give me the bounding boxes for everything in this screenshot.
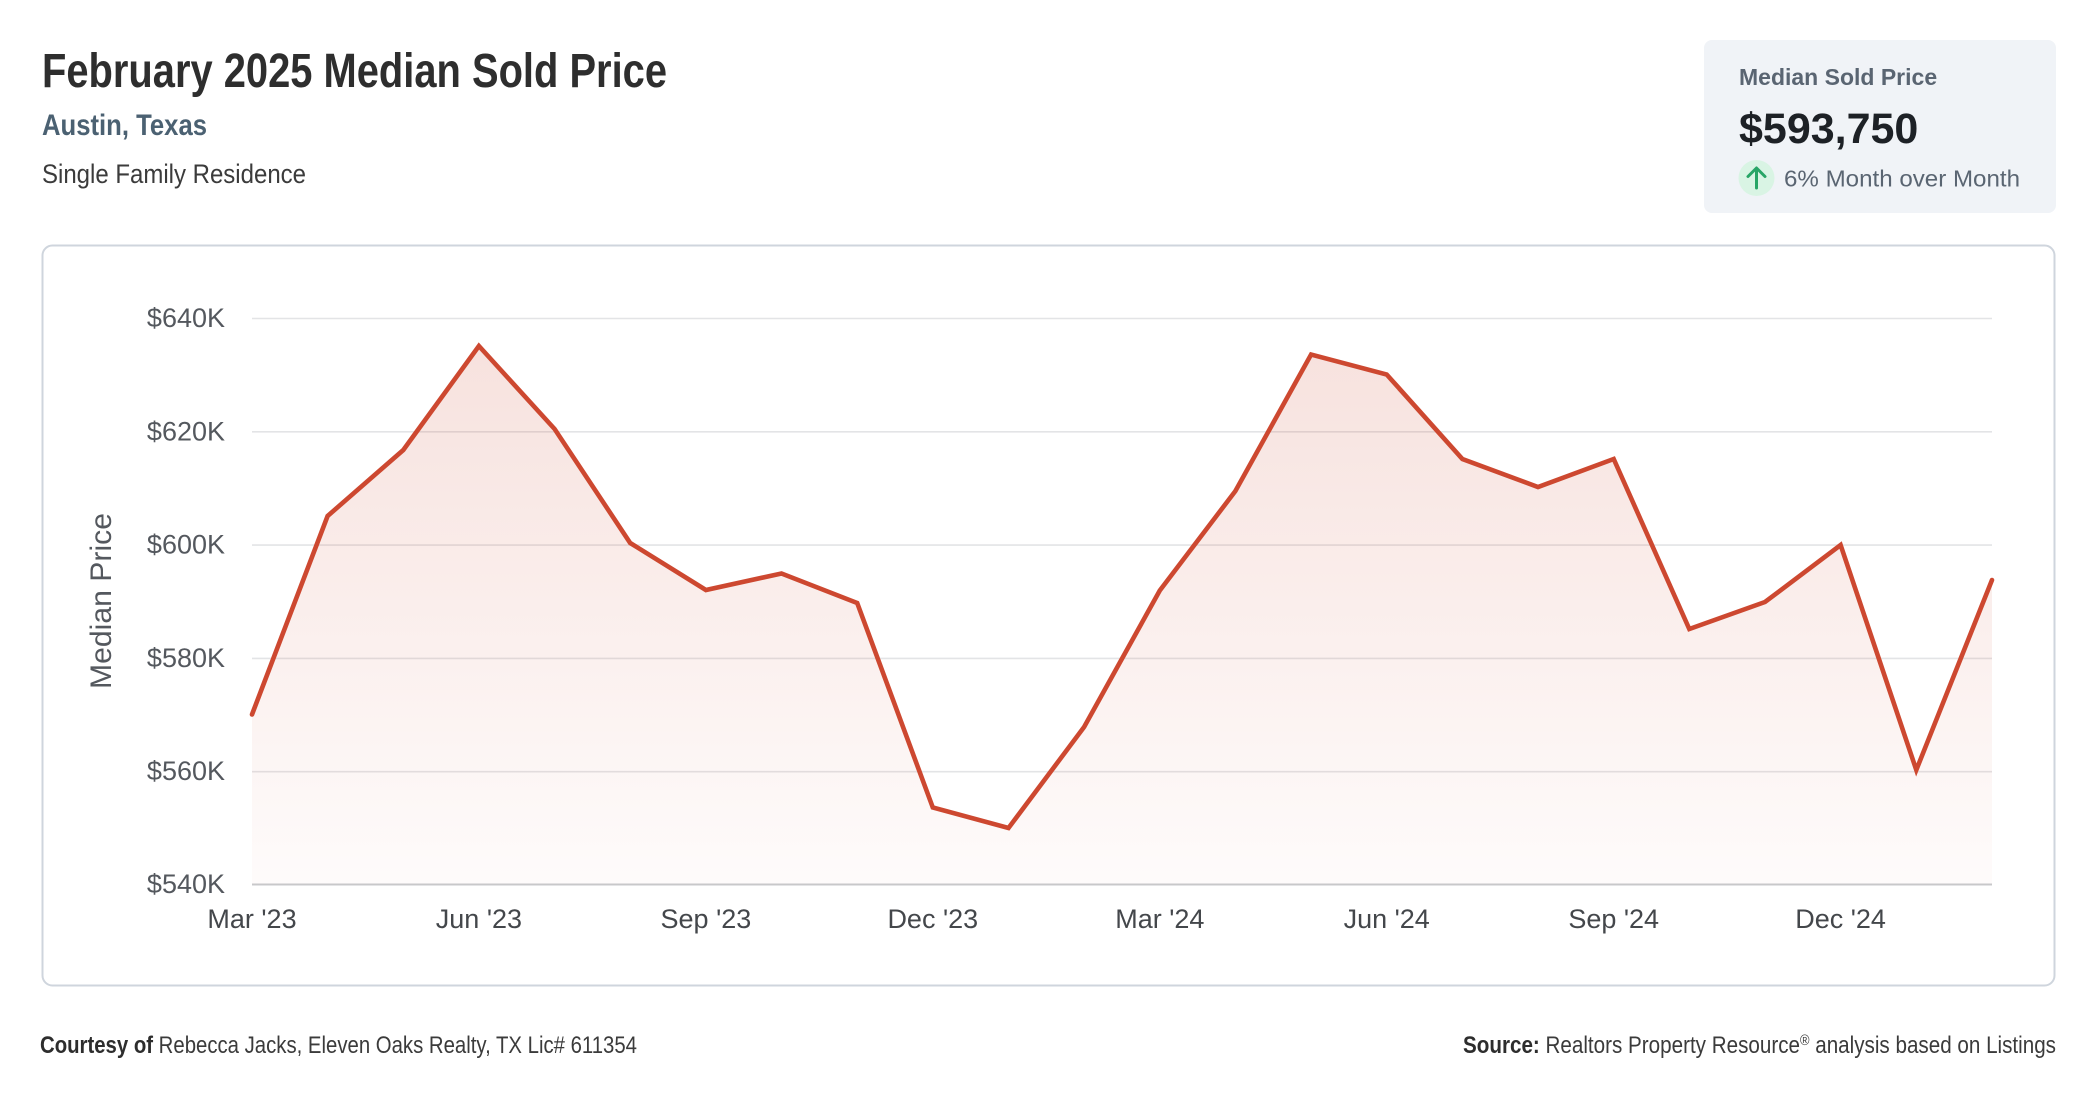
- svg-text:Austin, Texas: Austin, Texas: [42, 109, 207, 142]
- svg-text:$600K: $600K: [147, 530, 225, 560]
- svg-text:Median Sold Price: Median Sold Price: [1739, 64, 1937, 90]
- svg-text:Mar '23: Mar '23: [207, 904, 296, 934]
- svg-text:Courtesy of Rebecca Jacks, Ele: Courtesy of Rebecca Jacks, Eleven Oaks R…: [40, 1032, 637, 1059]
- svg-text:Source: Realtors Property Reso: Source: Realtors Property Resource® anal…: [1463, 1032, 2056, 1059]
- svg-text:Mar '24: Mar '24: [1115, 904, 1204, 934]
- svg-text:Dec '23: Dec '23: [887, 904, 978, 934]
- svg-text:Single Family Residence: Single Family Residence: [42, 159, 306, 189]
- svg-text:Jun '23: Jun '23: [436, 904, 522, 934]
- svg-text:Jun '24: Jun '24: [1344, 904, 1430, 934]
- svg-text:$560K: $560K: [147, 756, 225, 786]
- svg-text:Median Price: Median Price: [85, 513, 118, 689]
- svg-text:Sep '23: Sep '23: [661, 904, 752, 934]
- svg-text:Sep '24: Sep '24: [1568, 904, 1659, 934]
- svg-text:February 2025 Median Sold Pric: February 2025 Median Sold Price: [42, 45, 667, 98]
- svg-text:$580K: $580K: [147, 643, 225, 673]
- svg-text:$593,750: $593,750: [1739, 105, 1918, 153]
- svg-text:Dec '24: Dec '24: [1795, 904, 1886, 934]
- svg-text:$540K: $540K: [147, 869, 225, 899]
- svg-text:6% Month over Month: 6% Month over Month: [1784, 166, 2020, 192]
- svg-text:$640K: $640K: [147, 303, 225, 333]
- svg-text:$620K: $620K: [147, 416, 225, 446]
